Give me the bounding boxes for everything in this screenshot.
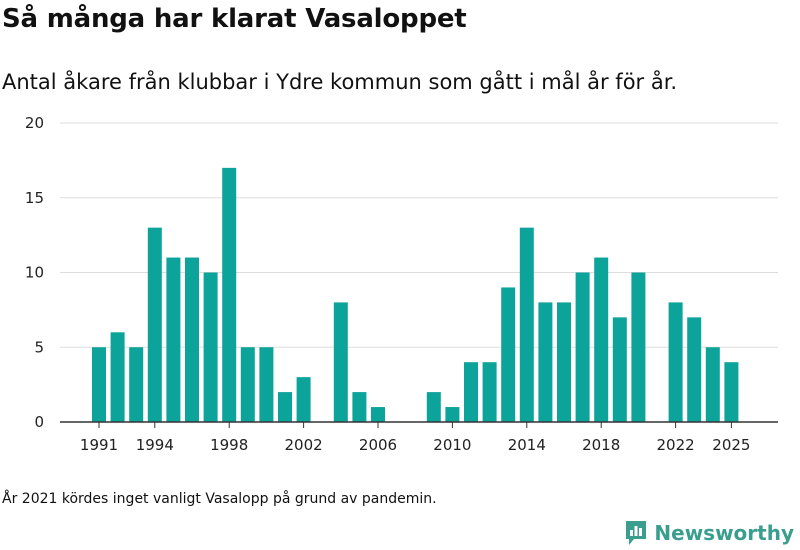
bar-2002 bbox=[296, 377, 311, 422]
bar-2016 bbox=[557, 302, 571, 422]
x-tick-label: 2006 bbox=[359, 436, 397, 454]
bar-1992 bbox=[110, 332, 125, 422]
chart-title: Så många har klarat Vasaloppet bbox=[2, 4, 467, 34]
y-tick-label: 0 bbox=[34, 413, 44, 431]
x-tick-label: 2025 bbox=[712, 436, 750, 454]
bar-2001 bbox=[278, 392, 292, 422]
bar-2005 bbox=[352, 392, 367, 422]
bar-2025 bbox=[724, 362, 739, 422]
x-tick-label: 2022 bbox=[657, 436, 695, 454]
bar-1994 bbox=[147, 227, 162, 422]
bar-2013 bbox=[501, 287, 516, 422]
bar-2018 bbox=[594, 257, 609, 422]
bar-2020 bbox=[631, 272, 646, 422]
bar-2024 bbox=[705, 347, 720, 422]
bar-chart-logo-icon bbox=[626, 521, 647, 545]
bar-2019 bbox=[612, 317, 627, 422]
x-tick-label: 2018 bbox=[582, 436, 620, 454]
bar-1991 bbox=[92, 347, 106, 422]
y-tick-label: 20 bbox=[25, 114, 44, 132]
bar-2017 bbox=[575, 272, 590, 422]
brand-logo: Newsworthy bbox=[624, 519, 794, 547]
chart-subtitle: Antal åkare från klubbar i Ydre kommun s… bbox=[2, 70, 678, 94]
bar-2000 bbox=[259, 347, 274, 422]
bar-2004 bbox=[333, 302, 348, 422]
bar-2006 bbox=[371, 407, 385, 422]
y-tick-label: 5 bbox=[34, 338, 44, 356]
bar-2011 bbox=[464, 362, 478, 422]
bar-2009 bbox=[426, 392, 441, 422]
x-tick-label: 2002 bbox=[285, 436, 323, 454]
footnote: År 2021 kördes inget vanligt Vasalopp på… bbox=[2, 491, 437, 507]
bar-1999 bbox=[240, 347, 255, 422]
bar-2010 bbox=[445, 407, 460, 422]
y-tick-label: 15 bbox=[25, 189, 44, 207]
bar-chart: 0 5 10 15 20 1991 1994 1998 2002 2006 2010 2014 2018… bbox=[25, 114, 778, 454]
bar-1998 bbox=[222, 167, 237, 422]
bar-2014 bbox=[519, 227, 534, 422]
x-tick-label: 1991 bbox=[80, 436, 118, 454]
bar-2023 bbox=[687, 317, 702, 422]
bar-2012 bbox=[482, 362, 497, 422]
x-tick-label: 2010 bbox=[433, 436, 471, 454]
brand-name: Newsworthy bbox=[654, 521, 794, 545]
bar-1995 bbox=[166, 257, 181, 422]
y-tick-label: 10 bbox=[25, 264, 44, 282]
x-tick-label: 1998 bbox=[210, 436, 248, 454]
bar-2015 bbox=[538, 302, 553, 422]
bar-1996 bbox=[185, 257, 199, 422]
bar-1993 bbox=[129, 347, 144, 422]
x-tick-label: 1994 bbox=[136, 436, 174, 454]
bar-2022 bbox=[668, 302, 683, 422]
bar-1997 bbox=[203, 272, 218, 422]
x-tick-label: 2014 bbox=[508, 436, 546, 454]
